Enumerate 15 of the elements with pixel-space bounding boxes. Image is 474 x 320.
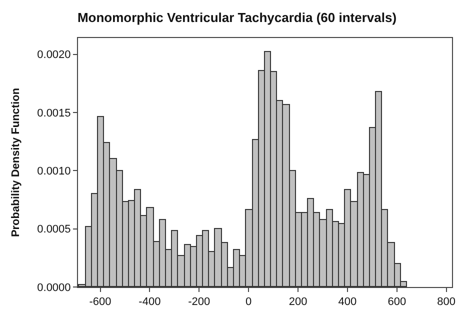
x-tick-label: 200	[288, 296, 308, 308]
y-tick-label: 0.0020	[37, 49, 71, 62]
x-tick-label: -200	[188, 296, 210, 308]
y-axis-title: Probability Density Function	[10, 88, 22, 238]
x-tick-label: 600	[388, 296, 406, 308]
y-tick-label: 0.0010	[37, 165, 71, 178]
chart-title: Monomorphic Ventricular Tachycardia (60 intervals)	[77, 10, 397, 25]
x-tick-label: -600	[89, 296, 112, 308]
y-tick-label: 0.0005	[37, 224, 71, 236]
x-tick-label: 400	[338, 296, 357, 308]
x-tick-label: 0	[245, 296, 252, 308]
y-tick-label: 0.0000	[37, 282, 71, 294]
x-tick-label: 800	[437, 296, 456, 308]
x-tick-label: -400	[138, 296, 161, 308]
y-tick-label: 0.0015	[37, 107, 71, 120]
